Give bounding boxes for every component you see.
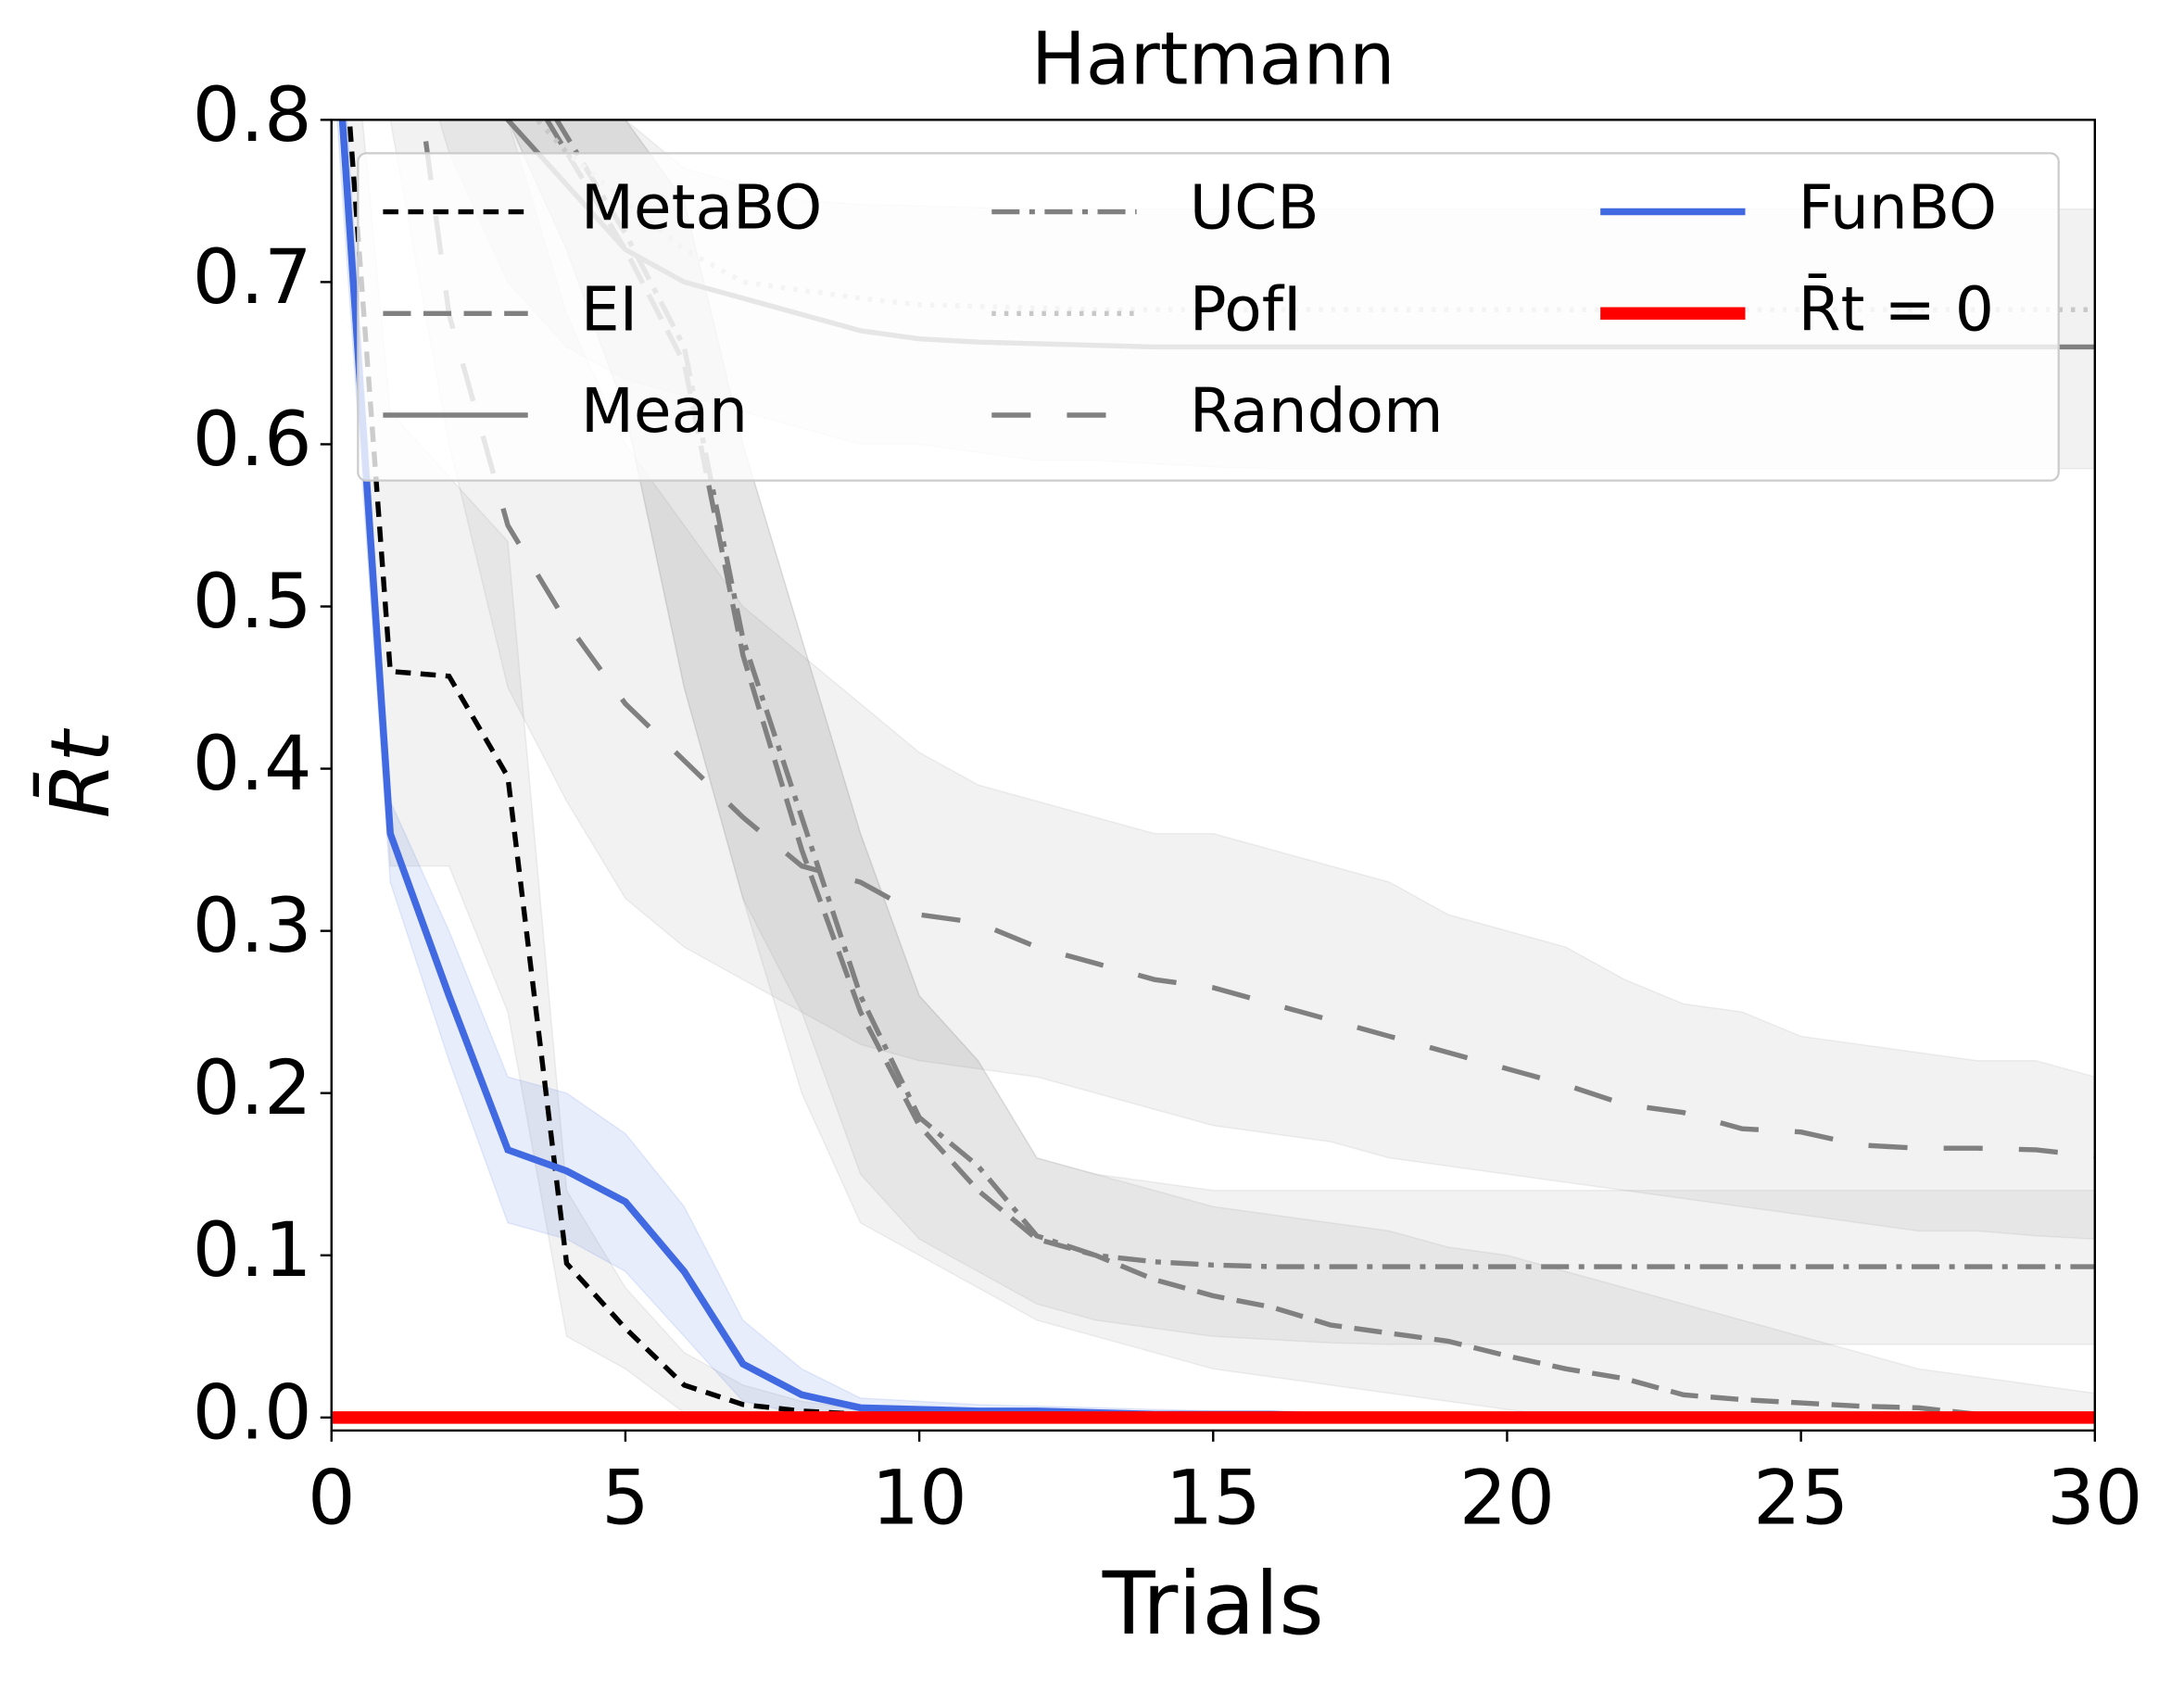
y-tick-label: 0.3 — [193, 883, 312, 970]
y-tick-label: 0.8 — [193, 72, 312, 159]
confidence-band — [507, 120, 2095, 1419]
legend-label: PofI — [1190, 273, 1302, 345]
y-tick-label: 0.2 — [193, 1045, 312, 1132]
x-tick-label: 20 — [1459, 1455, 1555, 1542]
y-tick-label: 0.1 — [193, 1207, 312, 1294]
x-axis-label: Trials — [1102, 1553, 1324, 1654]
confidence-band — [389, 120, 2095, 1241]
legend-label: Random — [1190, 375, 1444, 447]
series-line — [553, 120, 2095, 1269]
y-tick-label: 0.0 — [193, 1369, 312, 1457]
legend-label: EI — [581, 273, 638, 345]
confidence-band — [507, 120, 2095, 1345]
legend-label: MetaBO — [581, 172, 822, 244]
x-tick-label: 30 — [2047, 1455, 2142, 1542]
x-tick-label: 15 — [1166, 1455, 1261, 1542]
legend-label: FunBO — [1799, 172, 1998, 244]
y-tick-label: 0.5 — [193, 559, 312, 646]
x-tick-label: 25 — [1753, 1455, 1849, 1542]
series-line — [544, 120, 2095, 1420]
y-tick-label: 0.7 — [193, 234, 312, 322]
series-line — [420, 120, 2095, 1159]
legend: MetaBO EI Mean UCB PofI Random FunBO R̄t = 0 — [357, 152, 2060, 482]
y-axis-label: R̄t — [32, 728, 128, 819]
chart-title: Hartmann — [1031, 18, 1395, 102]
legend-label: Mean — [581, 375, 748, 447]
legend-label: R̄t = 0 — [1799, 273, 1994, 345]
legend-box — [357, 152, 2060, 482]
x-tick-label: 10 — [871, 1455, 966, 1542]
y-tick-label: 0.4 — [193, 721, 312, 808]
x-tick-label: 0 — [308, 1455, 356, 1542]
y-tick-label: 0.6 — [193, 397, 312, 484]
x-tick-label: 5 — [601, 1455, 650, 1542]
legend-label: UCB — [1190, 172, 1319, 244]
